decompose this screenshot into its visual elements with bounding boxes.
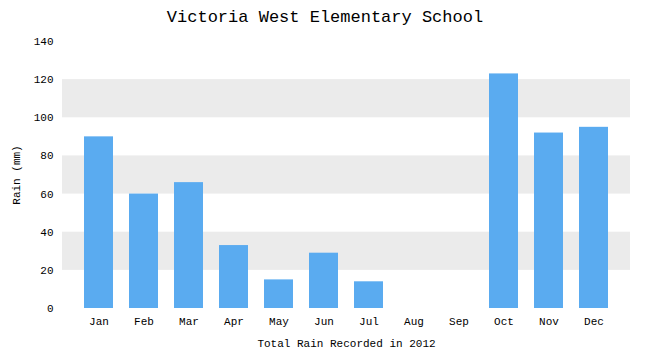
svg-text:60: 60 [40, 189, 53, 201]
svg-text:Mar: Mar [179, 316, 199, 328]
svg-text:120: 120 [34, 74, 54, 86]
svg-text:140: 140 [34, 36, 54, 48]
svg-text:Total Rain Recorded in 2012: Total Rain Recorded in 2012 [257, 338, 435, 350]
svg-text:Oct: Oct [494, 316, 514, 328]
svg-text:0: 0 [47, 303, 54, 315]
svg-text:Jun: Jun [314, 316, 334, 328]
svg-text:80: 80 [40, 150, 53, 162]
svg-text:Feb: Feb [134, 316, 154, 328]
svg-text:100: 100 [34, 112, 54, 124]
svg-text:May: May [269, 316, 289, 328]
svg-text:Jul: Jul [359, 316, 379, 328]
svg-text:Dec: Dec [584, 316, 604, 328]
svg-text:Aug: Aug [404, 316, 424, 328]
svg-text:40: 40 [40, 227, 53, 239]
svg-text:Rain (mm): Rain (mm) [11, 145, 23, 204]
svg-text:Apr: Apr [224, 316, 244, 328]
svg-text:20: 20 [40, 265, 53, 277]
svg-text:Sep: Sep [449, 316, 469, 328]
html-text:Victoria West Elementary Schoo: Victoria West Elementary School [166, 8, 484, 27]
svg-text:Jan: Jan [89, 316, 109, 328]
svg-text:Nov: Nov [539, 316, 559, 328]
